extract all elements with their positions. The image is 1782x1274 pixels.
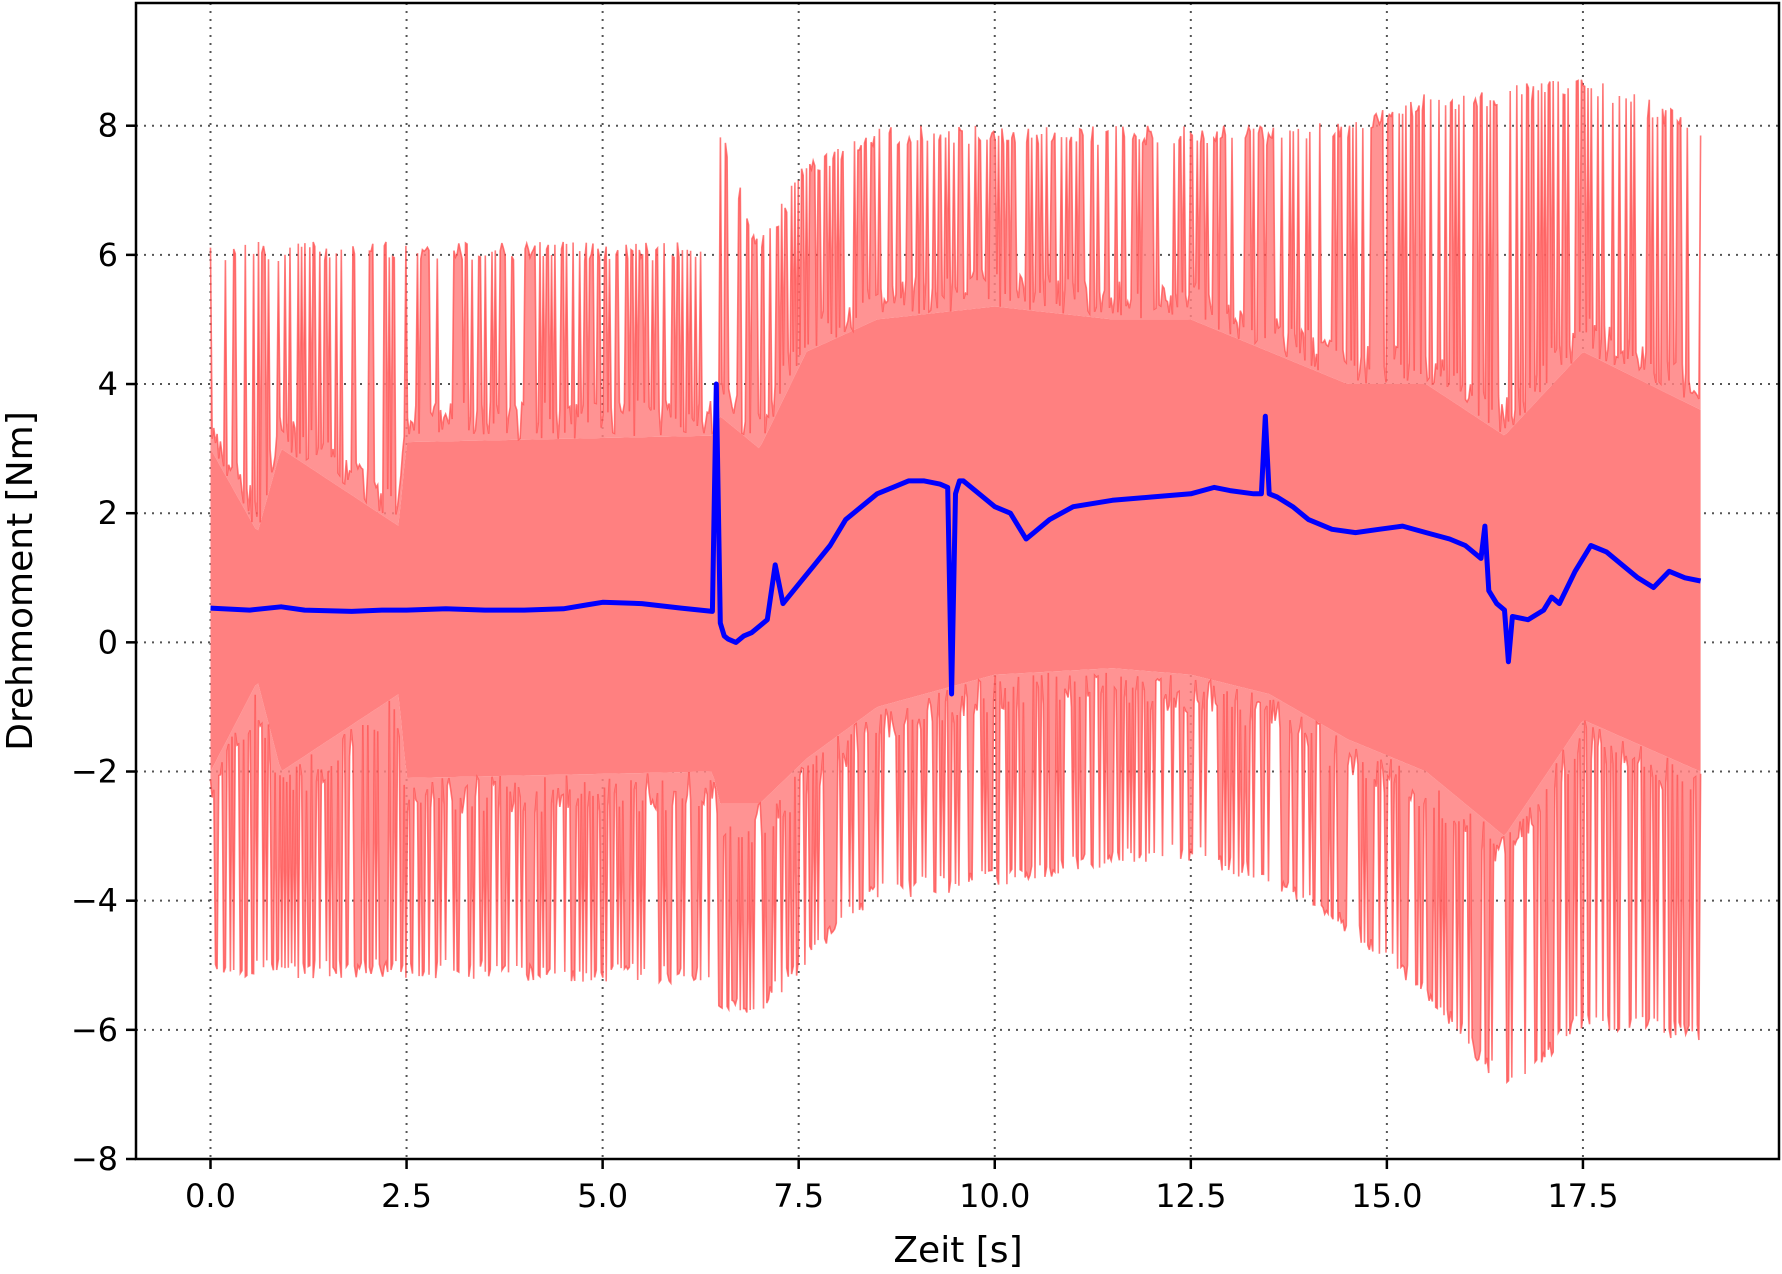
x-tick-label: 2.5 [381,1177,432,1215]
y-tick-label: −4 [71,882,118,920]
mean-torque-series [210,381,1702,697]
band-lower-edge [209,672,1702,1084]
x-tick-label: 10.0 [959,1177,1030,1215]
x-tick-label: 12.5 [1155,1177,1226,1215]
y-tick-label: 4 [98,365,118,403]
x-axis: 0.0 2.5 5.0 7.5 10.0 12.5 15.0 17.5 [185,1159,1619,1215]
y-tick-label: −8 [71,1140,118,1178]
x-tick-label: 5.0 [577,1177,628,1215]
y-axis: −8 −6 −4 −2 0 2 4 6 8 [71,107,136,1178]
x-tick-label: 7.5 [773,1177,824,1215]
x-axis-label: Zeit [s] [893,1230,1022,1271]
plot-frame [134,1,1781,1161]
y-axis-label: Drehmoment [Nm] [0,411,41,750]
x-tick-label: 17.5 [1547,1177,1618,1215]
band-upper-spikes-fill [210,79,1701,531]
y-tick-label: −2 [71,753,118,791]
y-tick-label: 6 [98,236,118,274]
band-upper-edge [209,79,1702,523]
y-tick-label: 0 [98,623,118,661]
y-tick-label: −6 [71,1011,118,1049]
y-tick-label: 2 [98,494,118,532]
x-tick-label: 15.0 [1351,1177,1422,1215]
x-tick-label: 0.0 [185,1177,236,1215]
y-tick-label: 8 [98,107,118,145]
mean-torque-line [210,381,1702,697]
